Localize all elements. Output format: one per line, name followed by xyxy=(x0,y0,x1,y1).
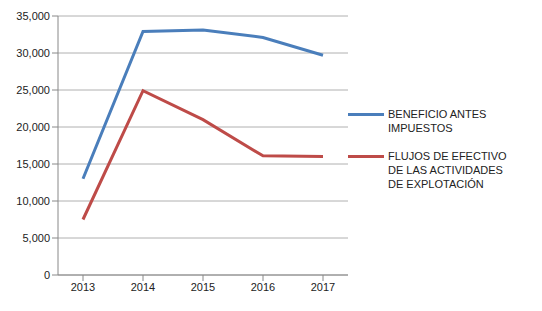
svg-text:2015: 2015 xyxy=(191,281,215,293)
svg-text:25,000: 25,000 xyxy=(16,84,50,96)
svg-text:10,000: 10,000 xyxy=(16,195,50,207)
svg-text:2013: 2013 xyxy=(71,281,95,293)
svg-text:2014: 2014 xyxy=(131,281,155,293)
svg-text:2016: 2016 xyxy=(251,281,275,293)
svg-text:30,000: 30,000 xyxy=(16,47,50,59)
html-text:FLUJOS DE EFECTIVO DE LAS ACTI: FLUJOS DE EFECTIVO DE LAS ACTIVIDADES DE… xyxy=(388,149,507,190)
html-text:BENEFICIO ANTES IMPUESTOS: BENEFICIO ANTES IMPUESTOS xyxy=(388,107,487,134)
svg-text:0: 0 xyxy=(44,269,50,281)
svg-text:35,000: 35,000 xyxy=(16,10,50,22)
svg-text:20,000: 20,000 xyxy=(16,121,50,133)
svg-text:5,000: 5,000 xyxy=(22,232,50,244)
svg-text:2017: 2017 xyxy=(311,281,335,293)
svg-text:15,000: 15,000 xyxy=(16,158,50,170)
